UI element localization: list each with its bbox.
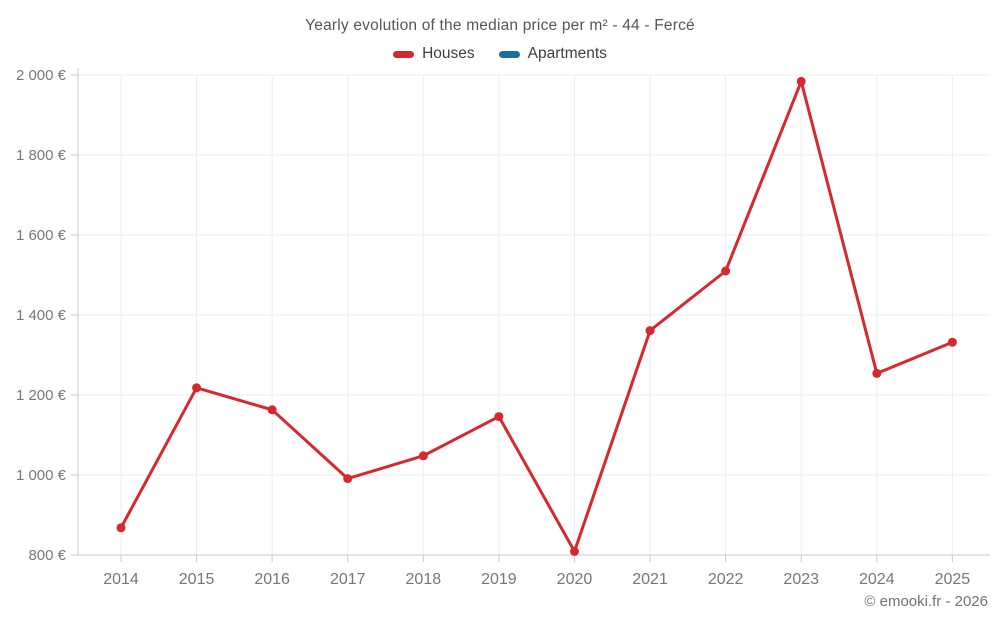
x-axis-tick-label: 2015 [179,571,215,588]
houses-data-point[interactable] [645,326,655,336]
x-axis-tick-label: 2021 [632,571,668,588]
houses-data-point[interactable] [947,337,957,347]
houses-data-point[interactable] [192,383,202,393]
houses-data-point[interactable] [721,266,731,276]
houses-data-point[interactable] [267,405,277,415]
x-axis-tick-label: 2020 [557,571,593,588]
y-axis-tick-label: 1 400 € [16,307,67,324]
houses-data-point[interactable] [418,451,428,461]
x-axis-tick-label: 2016 [254,571,290,588]
legend-item-houses[interactable]: Houses [393,45,475,63]
x-axis-tick-label: 2014 [103,571,139,588]
legend-label-apartments: Apartments [527,45,607,62]
legend-item-apartments[interactable]: Apartments [498,45,607,63]
houses-data-point[interactable] [569,546,579,556]
x-axis-tick-label: 2019 [481,571,517,588]
y-axis-tick-label: 1 800 € [16,147,67,164]
legend-label-houses: Houses [422,45,475,62]
apartments-swatch-icon [498,50,520,58]
houses-data-point[interactable] [116,523,126,533]
x-axis-tick-label: 2025 [935,571,971,588]
y-axis-tick-label: 800 € [28,547,66,564]
houses-swatch-icon [393,50,415,58]
houses-series-line [119,79,954,553]
houses-data-point[interactable] [796,76,806,86]
y-axis-tick-label: 1 200 € [16,387,67,404]
x-axis-tick-label: 2017 [330,571,366,588]
x-axis-tick-label: 2023 [783,571,819,588]
x-axis-tick-label: 2022 [708,571,744,588]
x-axis-tick-label: 2024 [859,571,895,588]
houses-data-point[interactable] [343,474,353,484]
houses-data-point[interactable] [872,368,882,378]
legend: Houses Apartments [0,45,1000,63]
chart-title: Yearly evolution of the median price per… [305,17,695,34]
x-axis-tick-label: 2018 [406,571,442,588]
copyright-note: © emooki.fr - 2026 [864,593,988,610]
y-axis-tick-label: 1 600 € [16,227,67,244]
houses-data-point[interactable] [494,412,504,422]
y-axis-tick-label: 1 000 € [16,467,67,484]
y-axis-tick-label: 2 000 € [16,67,67,84]
